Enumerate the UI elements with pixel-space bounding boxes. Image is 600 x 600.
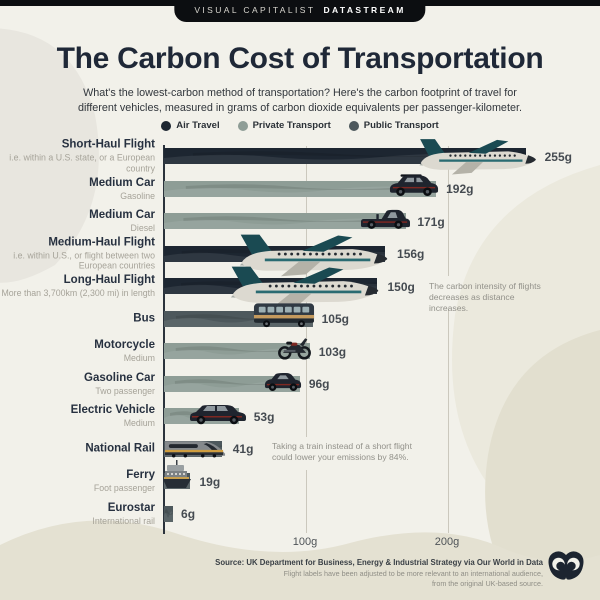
airliner-icon [238, 231, 390, 278]
row-title: Motorcycle [94, 338, 155, 351]
row-title: Ferry [126, 468, 155, 481]
row-subtitle: Diesel [130, 222, 155, 233]
subtitle-line2: different vehicles, measured in grams of… [78, 101, 522, 114]
pickup-truck-icon [360, 206, 411, 230]
row-label-medium-car-2: Medium Car Diesel [0, 209, 155, 234]
row-subtitle: i.e. within U.S., or flight between two … [13, 250, 155, 271]
value-label-medium-car-1: 192g [446, 182, 474, 196]
value-label-eurostar-11: 6g [181, 507, 196, 521]
value-label-short-haul-flight-0: 255g [544, 149, 572, 164]
value-label-bus-5: 105g [321, 312, 349, 326]
suv-icon [389, 172, 439, 198]
brand-badge: VISUAL CAPITALIST DATASTREAM [174, 0, 426, 22]
row-title: Eurostar [107, 501, 155, 514]
gridline-200g [447, 146, 449, 276]
source-block: Source: UK Department for Business, Ener… [215, 558, 543, 588]
bar-motorcycle-6 [163, 343, 310, 359]
row-title: Long-Haul Flight [63, 273, 155, 286]
station-wagon-icon [189, 403, 247, 425]
compact-car-icon [264, 371, 302, 393]
visual-capitalist-logo-icon [546, 546, 586, 586]
legend-item-public: Public Transport [348, 120, 439, 131]
legend-label: Private Transport [252, 120, 331, 131]
row-title: Medium-Haul Flight [48, 236, 155, 248]
subtitle: What's the lowest-carbon method of trans… [0, 86, 600, 115]
row-label-short-haul-flight-0: Short-Haul Flight i.e. within a U.S. sta… [0, 139, 155, 174]
value-label-electric-vehicle-8: 53g [253, 409, 275, 424]
row-label-motorcycle-6: Motorcycle Medium [0, 339, 155, 364]
row-title: Bus [133, 312, 155, 324]
row-subtitle: International rail [92, 515, 155, 526]
row-title: Short-Haul Flight [61, 138, 155, 151]
series-name: DATASTREAM [323, 5, 406, 15]
value-label-medium-haul-flight-3: 156g [397, 247, 425, 261]
row-subtitle: Medium [123, 352, 155, 363]
row-label-national-rail-9: National Rail [0, 442, 155, 455]
source-citation: Source: UK Department for Business, Ener… [215, 558, 543, 567]
value-label-ferry-10: 19g [199, 474, 221, 489]
high-speed-train-icon [164, 436, 226, 458]
legend-item-air: Air Travel [161, 120, 220, 131]
annotation-flight-intensity: The carbon intensity of flights decrease… [429, 281, 541, 313]
source-note: Flight labels have been adjusted to be m… [283, 569, 543, 588]
row-label-long-haul-flight-4: Long-Haul Flight More than 3,700km (2,30… [0, 274, 155, 299]
row-label-eurostar-11: Eurostar International rail [0, 501, 155, 526]
airliner-icon [418, 136, 538, 176]
row-subtitle: Two passenger [95, 385, 155, 396]
legend-label: Public Transport [363, 120, 439, 131]
row-title: Medium Car [89, 208, 155, 221]
row-title: Electric Vehicle [70, 403, 155, 416]
value-label-long-haul-flight-4: 150g [387, 279, 415, 294]
row-subtitle: i.e. within a U.S. state, or a European … [9, 152, 155, 174]
row-label-ferry-10: Ferry Foot passenger [0, 469, 155, 494]
row-subtitle: More than 3,700km (2,300 mi) in length [1, 287, 155, 298]
value-label-medium-car-2: 171g [417, 214, 445, 229]
brand-name: VISUAL CAPITALIST [194, 5, 316, 15]
legend-label: Air Travel [176, 120, 220, 131]
gridline-200g [447, 309, 449, 533]
page-title: The Carbon Cost of Transportation [56, 42, 544, 75]
row-label-bus-5: Bus [0, 312, 155, 325]
bar-medium-car-1 [163, 180, 437, 197]
gridline-100g [305, 470, 307, 533]
row-subtitle: Medium [123, 417, 155, 428]
legend-dot-public [348, 120, 359, 131]
x-tick-100g: 100g [292, 536, 318, 548]
legend-dot-private [237, 120, 248, 131]
annotation-train-vs-flight: Taking a train instead of a short flight… [272, 441, 412, 462]
legend: Air Travel Private Transport Public Tran… [0, 120, 600, 131]
row-label-gasoline-car-7: Gasoline Car Two passenger [0, 371, 155, 396]
row-label-medium-haul-flight-3: Medium-Haul Flight i.e. within U.S., or … [0, 236, 155, 271]
bus-icon [253, 300, 315, 328]
row-subtitle: Gasoline [120, 190, 155, 201]
y-axis-line [163, 145, 165, 534]
bar-medium-car-2 [163, 213, 407, 229]
row-title: Medium Car [89, 176, 155, 189]
value-label-gasoline-car-7: 96g [308, 377, 330, 391]
row-label-electric-vehicle-8: Electric Vehicle Medium [0, 404, 155, 429]
row-title: National Rail [85, 442, 155, 454]
x-tick-200g: 200g [434, 536, 460, 548]
legend-item-private: Private Transport [237, 120, 331, 131]
bar-eurostar-11 [163, 505, 173, 522]
legend-dot-air [161, 120, 172, 131]
row-label-medium-car-1: Medium Car Gasoline [0, 176, 155, 201]
ferry-icon [162, 460, 192, 490]
subtitle-line1: What's the lowest-carbon method of trans… [83, 87, 517, 99]
row-title: Gasoline Car [84, 371, 155, 384]
value-label-motorcycle-6: 103g [318, 344, 347, 359]
row-subtitle: Foot passenger [93, 482, 155, 493]
value-label-national-rail-9: 41g [232, 442, 254, 456]
motorcycle-icon [277, 334, 312, 360]
